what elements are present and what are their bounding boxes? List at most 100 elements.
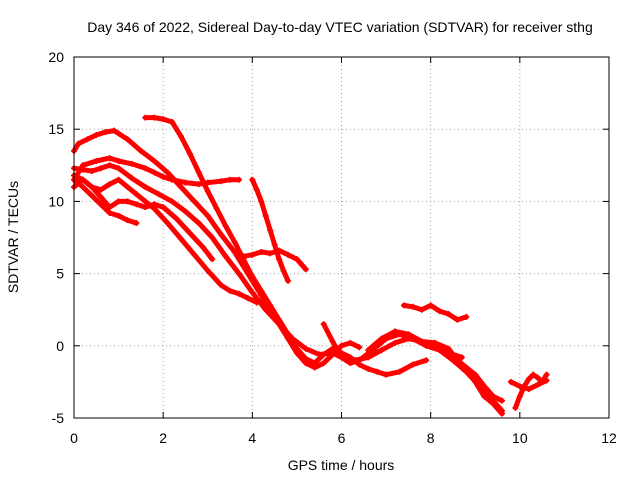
data-point xyxy=(164,220,171,227)
y-tick-label: 0 xyxy=(56,338,64,354)
data-point xyxy=(88,192,95,199)
data-point xyxy=(454,316,461,323)
data-point xyxy=(151,169,158,176)
data-point xyxy=(258,287,265,294)
data-point xyxy=(79,166,86,173)
data-point xyxy=(525,386,532,393)
series-track-15 xyxy=(463,364,505,417)
data-point xyxy=(106,181,113,188)
data-point xyxy=(543,377,550,384)
data-point xyxy=(249,289,256,296)
data-point xyxy=(516,393,523,400)
data-point xyxy=(302,355,309,362)
data-point xyxy=(178,235,184,242)
data-point xyxy=(133,220,140,227)
data-point xyxy=(365,365,372,372)
data-point xyxy=(374,368,381,375)
data-point xyxy=(454,357,461,364)
data-point xyxy=(490,393,497,400)
x-tick-label: 0 xyxy=(70,430,78,446)
data-point xyxy=(142,198,149,205)
data-point xyxy=(271,241,278,248)
data-point xyxy=(423,357,430,364)
data-point xyxy=(133,191,140,198)
data-point xyxy=(151,157,158,164)
series-track-11 xyxy=(400,302,470,323)
data-point xyxy=(124,217,131,224)
data-point xyxy=(244,295,251,302)
x-tick-label: 12 xyxy=(601,430,617,446)
data-point xyxy=(97,165,104,172)
data-point xyxy=(293,345,300,352)
y-tick-label: 5 xyxy=(56,266,64,282)
data-point xyxy=(142,165,149,172)
data-point xyxy=(191,251,198,258)
data-point xyxy=(142,204,149,211)
data-point xyxy=(378,347,385,354)
data-point xyxy=(97,194,104,201)
data-point xyxy=(445,311,452,318)
data-point xyxy=(276,247,283,254)
data-point xyxy=(481,393,488,400)
data-point xyxy=(124,136,131,143)
data-point xyxy=(84,136,91,143)
data-point xyxy=(75,140,82,147)
data-point xyxy=(227,176,234,183)
data-point xyxy=(195,169,202,176)
data-point xyxy=(191,198,198,205)
data-point xyxy=(204,188,211,195)
data-point xyxy=(93,131,100,138)
data-point xyxy=(213,205,220,212)
data-point xyxy=(356,344,363,351)
data-point xyxy=(276,321,283,328)
data-point xyxy=(392,339,398,346)
data-point xyxy=(169,198,176,205)
data-point xyxy=(338,342,345,349)
data-point xyxy=(320,360,327,367)
data-point xyxy=(128,160,135,167)
y-tick-label: -5 xyxy=(52,410,65,426)
y-tick-label: 20 xyxy=(48,49,64,65)
data-point xyxy=(445,345,452,352)
data-point xyxy=(115,176,122,183)
data-point xyxy=(249,176,256,183)
data-point xyxy=(178,133,184,140)
series-line xyxy=(71,162,465,363)
data-point xyxy=(316,351,323,358)
data-point xyxy=(463,313,470,320)
data-point xyxy=(418,338,425,345)
data-point xyxy=(173,215,180,222)
data-point xyxy=(289,335,296,342)
data-point xyxy=(436,308,443,315)
data-point xyxy=(235,270,242,277)
data-point xyxy=(164,169,171,176)
chart-title: Day 346 of 2022, Sidereal Day-to-day VTE… xyxy=(87,19,593,35)
data-point xyxy=(400,302,407,309)
data-point xyxy=(507,378,514,385)
data-point xyxy=(534,374,541,381)
x-tick-label: 8 xyxy=(427,430,435,446)
data-point xyxy=(436,347,443,354)
data-point xyxy=(106,155,113,162)
data-point xyxy=(329,350,336,357)
data-point xyxy=(320,321,327,328)
data-point xyxy=(155,191,162,198)
data-point xyxy=(218,282,225,289)
data-point xyxy=(378,335,385,342)
data-point xyxy=(338,354,345,361)
data-point xyxy=(160,116,167,123)
data-point xyxy=(124,198,131,205)
x-tick-labels: 0 2 4 6 8 10 12 xyxy=(70,430,617,446)
x-tick-label: 4 xyxy=(248,430,256,446)
data-point xyxy=(137,147,144,154)
data-point xyxy=(356,357,363,364)
series-track-6 xyxy=(71,176,216,263)
data-point xyxy=(267,250,274,257)
data-point xyxy=(512,404,519,411)
data-point xyxy=(231,248,238,255)
data-point xyxy=(88,183,95,190)
data-point xyxy=(186,230,193,237)
data-point xyxy=(253,299,260,306)
data-point xyxy=(499,410,505,417)
data-point xyxy=(253,186,260,193)
